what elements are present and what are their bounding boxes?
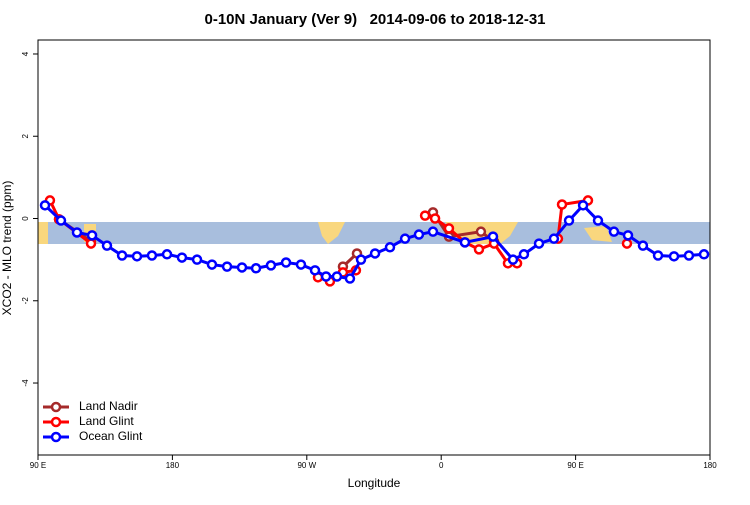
data-point xyxy=(369,248,381,259)
data-point xyxy=(533,238,545,249)
land-patch xyxy=(318,222,345,244)
data-point xyxy=(236,262,248,273)
data-point xyxy=(459,237,471,248)
plot-box xyxy=(37,39,711,456)
legend-label: Ocean Glint xyxy=(79,429,143,443)
x-tick-label: 180 xyxy=(703,461,717,470)
data-point xyxy=(131,251,143,262)
y-tick-label: 0 xyxy=(21,216,30,221)
data-point xyxy=(86,230,98,241)
data-point xyxy=(621,238,633,249)
data-point xyxy=(563,215,575,226)
legend-label: Land Glint xyxy=(79,414,134,428)
data-point xyxy=(176,252,188,263)
data-point xyxy=(39,200,51,211)
data-point xyxy=(280,257,292,268)
data-point xyxy=(608,226,620,237)
data-point xyxy=(577,200,589,211)
x-tick-label: 90 E xyxy=(30,461,46,470)
data-point xyxy=(556,199,568,210)
data-point xyxy=(637,240,649,251)
data-point xyxy=(683,250,695,261)
data-point xyxy=(429,213,441,224)
data-point xyxy=(592,215,604,226)
data-point xyxy=(518,249,530,260)
data-point xyxy=(116,250,128,261)
x-axis-label: Longitude xyxy=(348,476,401,490)
data-point xyxy=(265,260,277,271)
data-point xyxy=(427,226,439,237)
x-tick-label: 90 W xyxy=(297,461,316,470)
data-point xyxy=(206,259,218,270)
data-point xyxy=(344,273,356,284)
data-point xyxy=(548,233,560,244)
ocean-band xyxy=(38,222,710,244)
data-point xyxy=(698,249,710,260)
data-point xyxy=(85,238,97,249)
data-point xyxy=(443,223,455,234)
data-point xyxy=(355,254,367,265)
data-point xyxy=(221,261,233,272)
legend-marker xyxy=(50,416,62,428)
y-tick-label: 2 xyxy=(21,133,30,138)
data-point xyxy=(413,229,425,240)
data-point xyxy=(419,210,431,221)
data-point xyxy=(475,226,487,237)
y-tick-label: 4 xyxy=(21,51,30,56)
data-point xyxy=(622,230,634,241)
land-patch xyxy=(38,222,48,244)
chart-title: 0-10N January (Ver 9) 2014-09-06 to 2018… xyxy=(204,11,545,28)
data-point xyxy=(487,231,499,242)
legend-marker xyxy=(50,431,62,443)
y-tick-label: -4 xyxy=(21,379,30,387)
data-point xyxy=(161,249,173,260)
y-axis-label: XCO2 - MLO trend (ppm) xyxy=(0,181,14,316)
data-point xyxy=(384,242,396,253)
data-point xyxy=(668,251,680,262)
data-point xyxy=(191,254,203,265)
data-point xyxy=(101,240,113,251)
data-point xyxy=(250,263,262,274)
y-tick-label: -2 xyxy=(21,297,30,305)
data-point xyxy=(320,271,332,282)
x-tick-label: 180 xyxy=(166,461,180,470)
data-point xyxy=(652,250,664,261)
data-point xyxy=(55,215,67,226)
data-point xyxy=(71,227,83,238)
legend-marker xyxy=(50,401,62,413)
land-patch xyxy=(584,226,612,242)
data-point xyxy=(473,244,485,255)
x-tick-label: 90 E xyxy=(567,461,583,470)
data-point xyxy=(331,271,343,282)
data-point xyxy=(309,265,321,276)
data-point xyxy=(399,233,411,244)
x-tick-label: 0 xyxy=(439,461,444,470)
legend-label: Land Nadir xyxy=(79,399,138,413)
data-point xyxy=(146,250,158,261)
data-point xyxy=(507,254,519,265)
data-point xyxy=(295,259,307,270)
